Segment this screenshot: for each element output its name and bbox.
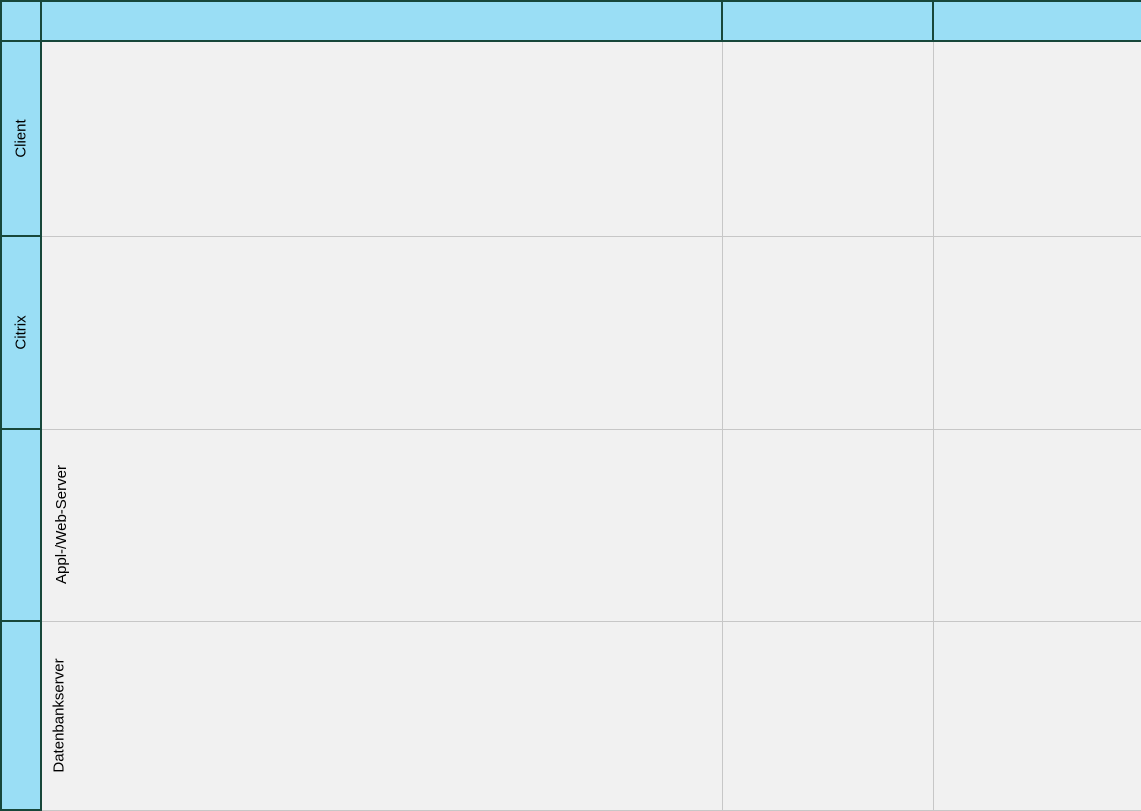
lane-label-text: Appl-/Web-Server xyxy=(52,465,70,584)
lane-appl-web-server-cell-1 xyxy=(40,428,723,622)
lane-label-text: Datenbankserver xyxy=(50,657,68,773)
lane-client-cell-3 xyxy=(932,40,1141,237)
header-cell-3 xyxy=(932,0,1141,42)
lane-client-cell-1 xyxy=(40,40,723,237)
lane-citrix: Citrix xyxy=(0,235,1141,430)
lane-label-text: Citrix xyxy=(12,314,30,350)
lane-client: Client xyxy=(0,40,1141,237)
lane-label-client: Client xyxy=(0,40,42,237)
lane-appl-web-server: Appl-/Web-Server xyxy=(0,428,1141,622)
lane-datenbankserver-cell-1 xyxy=(40,620,723,811)
lane-label-citrix: Citrix xyxy=(0,235,42,430)
header-row xyxy=(0,0,1141,42)
lane-label-datenbankserver: Datenbankserver xyxy=(0,620,68,811)
lane-appl-web-server-cell-2 xyxy=(721,428,934,622)
lane-citrix-cell-3 xyxy=(932,235,1141,430)
corner-cell xyxy=(0,0,42,42)
lane-label-appl-web-server: Appl-/Web-Server xyxy=(0,428,70,622)
lane-appl-web-server-cell-3 xyxy=(932,428,1141,622)
lane-citrix-cell-1 xyxy=(40,235,723,430)
lane-citrix-cell-2 xyxy=(721,235,934,430)
lane-label-text: Client xyxy=(12,118,30,158)
lane-datenbankserver-cell-2 xyxy=(721,620,934,811)
lane-client-cell-2 xyxy=(721,40,934,237)
header-cell-1 xyxy=(40,0,723,42)
lane-datenbankserver: Datenbankserver xyxy=(0,620,1141,811)
header-cell-2 xyxy=(721,0,934,42)
lane-datenbankserver-cell-3 xyxy=(932,620,1141,811)
